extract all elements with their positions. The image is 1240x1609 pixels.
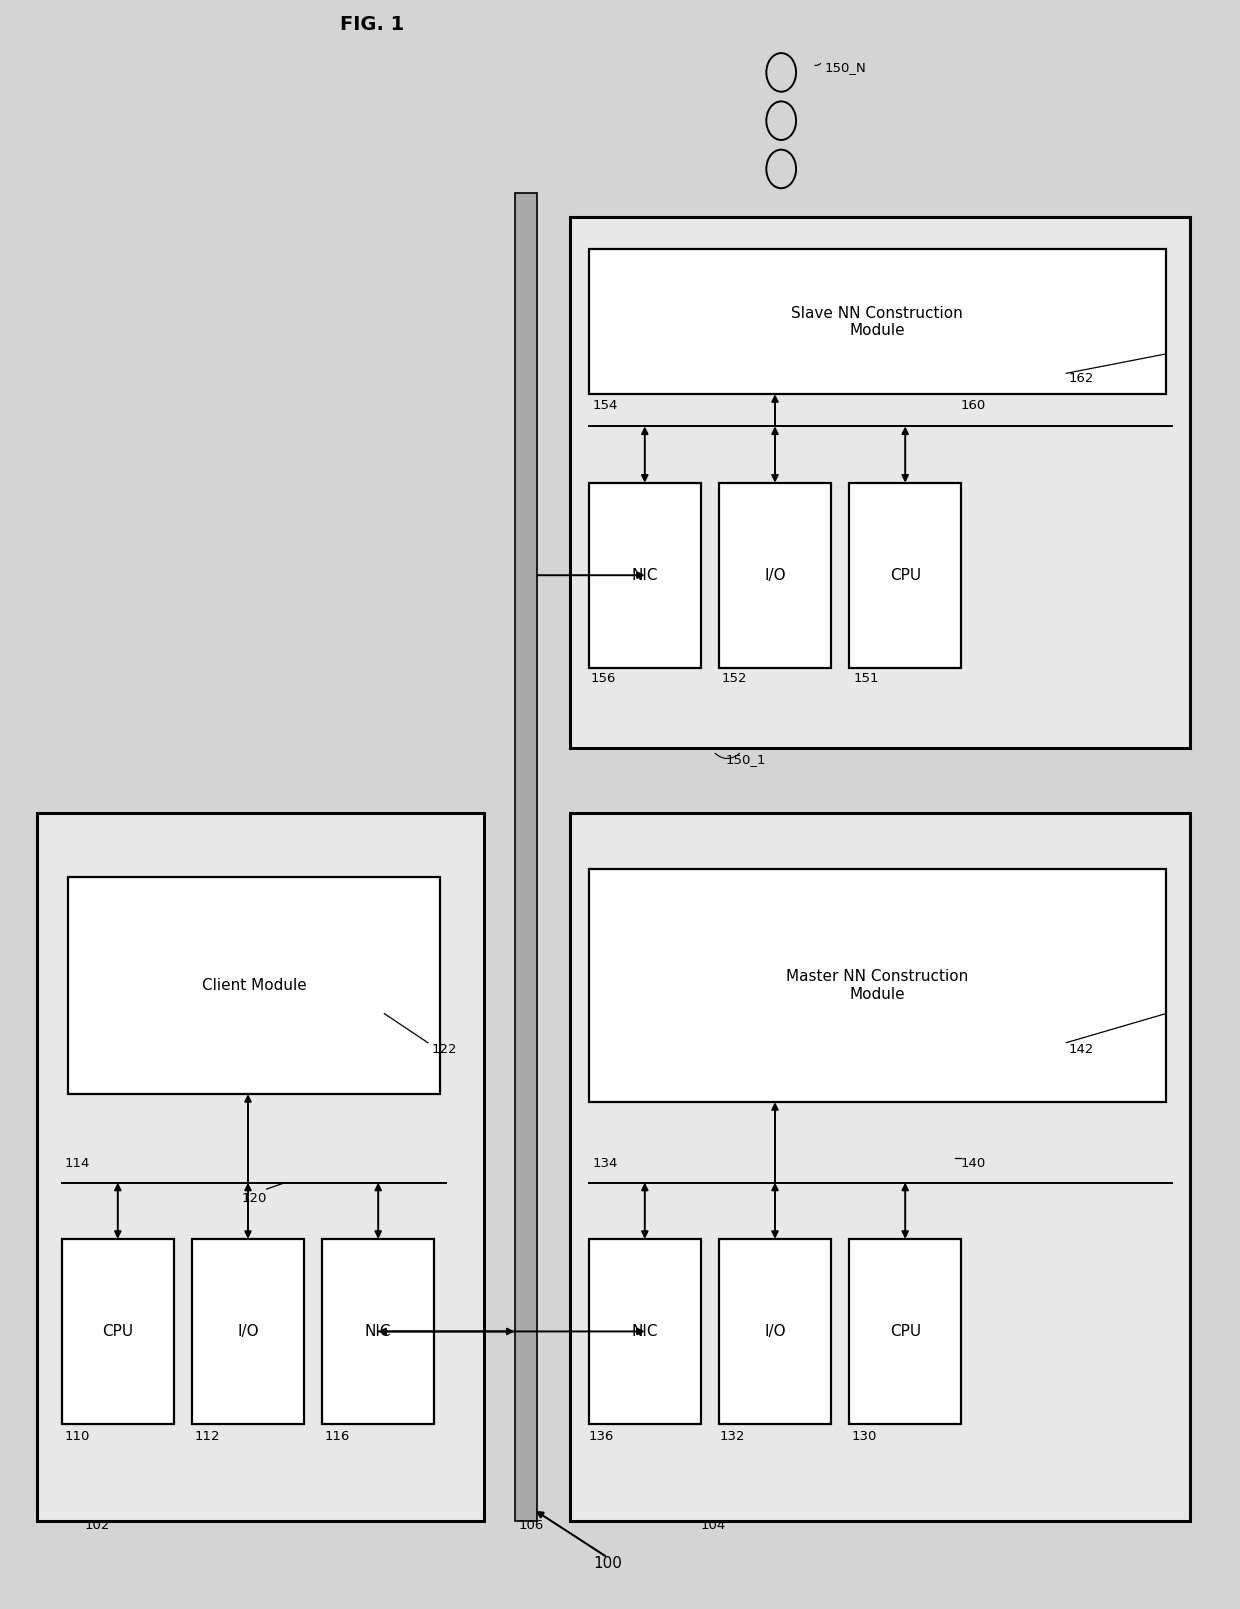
Text: Slave NN Construction
Module: Slave NN Construction Module (791, 306, 963, 338)
Bar (62, 1239, 174, 1424)
Text: 116: 116 (325, 1430, 350, 1443)
Text: 132: 132 (719, 1430, 745, 1443)
Bar (570, 217, 1190, 748)
Text: 160: 160 (961, 399, 986, 412)
Text: Master NN Construction
Module: Master NN Construction Module (786, 969, 968, 1002)
Text: 150_1: 150_1 (725, 753, 766, 766)
Text: I/O: I/O (764, 1324, 786, 1339)
Bar (37, 813, 484, 1521)
Text: 120: 120 (242, 1192, 267, 1205)
Text: 162: 162 (1069, 372, 1094, 385)
Text: I/O: I/O (764, 568, 786, 582)
Text: 154: 154 (593, 399, 618, 412)
Text: 114: 114 (64, 1157, 89, 1170)
Bar (589, 483, 701, 668)
Text: 136: 136 (589, 1430, 614, 1443)
Text: 122: 122 (432, 1043, 458, 1056)
Text: 152: 152 (722, 673, 748, 685)
Bar (849, 1239, 961, 1424)
Text: 156: 156 (590, 673, 615, 685)
Text: NIC: NIC (631, 1324, 658, 1339)
Bar (570, 813, 1190, 1521)
Text: 140: 140 (961, 1157, 986, 1170)
Bar (719, 483, 831, 668)
Bar (515, 193, 537, 1521)
Bar (849, 483, 961, 668)
Text: I/O: I/O (237, 1324, 259, 1339)
Text: 106: 106 (518, 1519, 543, 1532)
Bar (192, 1239, 304, 1424)
Bar (589, 1239, 701, 1424)
Text: NIC: NIC (365, 1324, 392, 1339)
Text: CPU: CPU (102, 1324, 134, 1339)
Bar (589, 869, 1166, 1102)
Text: CPU: CPU (889, 568, 921, 582)
Bar (68, 877, 440, 1094)
Text: NIC: NIC (631, 568, 658, 582)
Text: 150_N: 150_N (825, 61, 867, 74)
Text: 134: 134 (593, 1157, 618, 1170)
Text: 151: 151 (853, 673, 879, 685)
Text: 112: 112 (195, 1430, 221, 1443)
Text: 110: 110 (64, 1430, 89, 1443)
Text: 102: 102 (84, 1519, 109, 1532)
Text: 130: 130 (852, 1430, 877, 1443)
Text: 142: 142 (1069, 1043, 1094, 1056)
Bar (589, 249, 1166, 394)
Text: CPU: CPU (889, 1324, 921, 1339)
Text: FIG. 1: FIG. 1 (340, 14, 404, 34)
Text: 100: 100 (593, 1556, 622, 1572)
Bar (719, 1239, 831, 1424)
Text: 104: 104 (701, 1519, 725, 1532)
Text: Client Module: Client Module (202, 978, 306, 993)
Bar (322, 1239, 434, 1424)
